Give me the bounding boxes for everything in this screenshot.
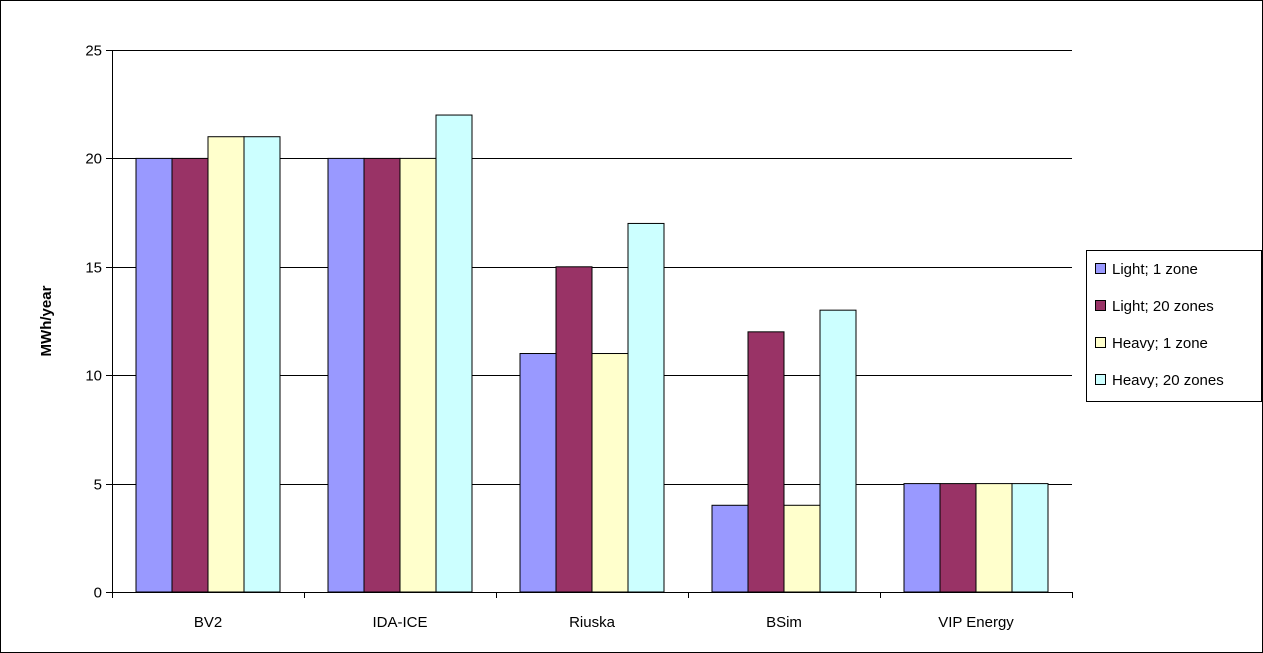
x-ticks: BV2 IDA-ICE Riuska BSim VIP Energy (112, 592, 1073, 631)
y-tick-label: 20 (85, 151, 102, 168)
legend-swatch (1095, 337, 1106, 348)
legend-swatch (1095, 374, 1106, 385)
bar (207, 136, 245, 593)
legend-label: Heavy; 20 zones (1112, 372, 1224, 389)
x-tick-label: IDA-ICE (372, 614, 427, 631)
legend-label: Light; 20 zones (1112, 298, 1214, 315)
bar (171, 157, 209, 593)
legend-label: Light; 1 zone (1112, 261, 1198, 278)
bar (519, 353, 557, 593)
y-tick-label: 15 (85, 260, 102, 277)
bar (363, 157, 401, 593)
legend: Light; 1 zone Light; 20 zones Heavy; 1 zon… (1086, 250, 1262, 402)
x-tick-label: BV2 (194, 614, 222, 631)
axes (112, 50, 1072, 593)
bar (1011, 483, 1049, 593)
y-tick-label: 5 (94, 477, 102, 494)
x-tick-label: Riuska (569, 614, 616, 631)
bar (435, 114, 473, 593)
y-tick-label: 25 (85, 43, 102, 60)
x-tick-label: VIP Energy (938, 614, 1014, 631)
bar (975, 483, 1013, 593)
y-tick-label: 10 (85, 368, 102, 385)
bar (243, 136, 281, 593)
bar (939, 483, 977, 593)
bar (783, 504, 821, 593)
bar (747, 331, 785, 593)
bar (819, 309, 857, 593)
bar (327, 157, 365, 593)
legend-box (1086, 250, 1262, 402)
bar (135, 157, 173, 593)
legend-swatch (1095, 300, 1106, 311)
y-ticks: 0 5 10 15 20 25 (85, 43, 112, 602)
bar (627, 222, 665, 593)
y-axis-title: MWh/year (38, 285, 55, 356)
bar (711, 504, 749, 593)
bar (591, 353, 629, 593)
bars (135, 114, 1049, 593)
bar (903, 483, 941, 593)
x-tick-label: BSim (766, 614, 802, 631)
bar (399, 157, 437, 593)
legend-label: Heavy; 1 zone (1112, 335, 1208, 352)
y-tick-label: 0 (94, 585, 102, 602)
legend-swatch (1095, 263, 1106, 274)
bar (555, 266, 593, 593)
